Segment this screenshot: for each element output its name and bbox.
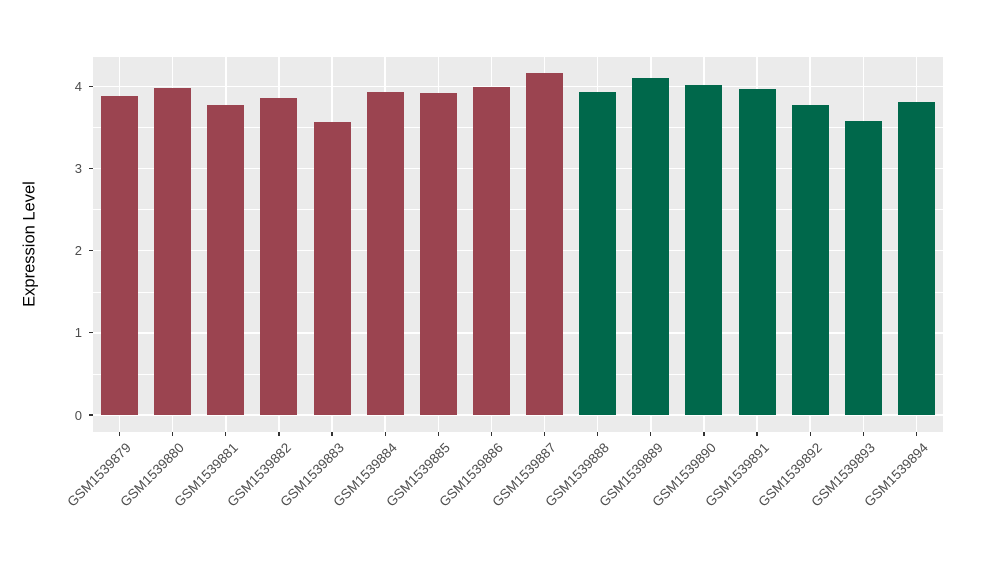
bar [366,91,404,415]
x-tick-mark [331,432,333,436]
gridline-minor [93,127,943,128]
x-tick-mark [384,432,386,436]
gridline-major [93,414,943,416]
y-tick-mark [89,86,93,88]
y-tick-label: 2 [74,243,82,259]
gridline-minor [93,291,943,293]
gridline-major [93,332,943,334]
bar [579,92,617,415]
bar [844,121,882,415]
x-tick-mark [915,432,918,436]
y-tick-mark [89,250,93,252]
bar [472,86,510,415]
gridline-major [93,85,943,88]
x-tick-mark [703,432,705,436]
gridline-major [93,168,943,170]
bar [685,84,723,415]
gridline-minor [93,373,943,375]
x-tick-mark [756,432,758,436]
bar [791,105,829,415]
y-axis-title: Expression Level [20,181,39,307]
bar [738,89,776,415]
y-tick-label: 3 [74,161,82,177]
x-tick-mark [597,432,599,436]
x-tick-mark [172,432,174,436]
x-tick-mark [490,432,493,436]
y-tick-mark [89,168,93,170]
x-tick-mark [809,432,811,436]
x-tick-mark [225,432,227,436]
y-tick-mark [89,414,93,416]
bar [632,77,670,415]
x-tick-mark [278,432,280,436]
bar [419,93,457,415]
x-tick-mark [862,432,864,436]
bar [897,102,935,415]
x-tick-mark [118,432,121,436]
bar [207,105,245,415]
x-tick-mark [437,432,439,436]
gridline-minor [93,209,943,211]
bar [313,121,351,415]
plot-panel [93,57,943,432]
bar [101,96,139,415]
y-tick-label: 4 [74,79,82,95]
bar [260,98,298,415]
bar [526,73,564,415]
x-tick-mark [650,432,652,436]
x-tick-mark [543,432,546,436]
y-tick-label: 0 [74,407,82,423]
bar [154,88,192,415]
y-tick-label: 1 [74,325,82,341]
gridline-major [93,250,943,252]
y-tick-mark [89,332,93,334]
